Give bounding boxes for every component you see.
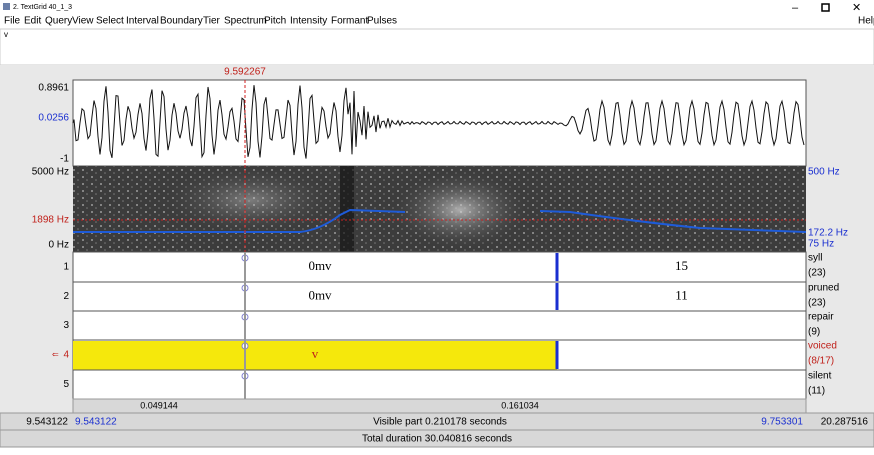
visible-end[interactable]: 9.753301 xyxy=(761,417,803,428)
menu-item[interactable]: Spectrum xyxy=(224,16,267,27)
spectrogram-cursor: 1898 Hz xyxy=(32,215,69,226)
menu-item[interactable]: Intensity xyxy=(290,16,327,27)
interval-label[interactable]: 15 xyxy=(675,258,688,273)
close-button[interactable]: ✕ xyxy=(852,2,861,14)
duration-bar xyxy=(73,399,806,413)
waveform-min: -1 xyxy=(60,154,69,165)
tier-count: (9) xyxy=(808,327,820,338)
menu-item[interactable]: Tier xyxy=(203,16,221,27)
spectrogram-energy xyxy=(160,165,340,235)
tier-name: repair xyxy=(808,312,834,323)
tier-count: (8/17) xyxy=(808,356,834,367)
tier-number: 5 xyxy=(63,379,69,390)
tier-name: pruned xyxy=(808,283,839,294)
tier-number: 1 xyxy=(63,262,69,273)
spectrogram-top: 5000 Hz xyxy=(32,167,69,178)
interval-label[interactable]: 0mv xyxy=(308,287,332,302)
menu-item[interactable]: Boundary xyxy=(160,16,203,27)
menu-item[interactable]: Select xyxy=(96,16,124,27)
menu-item[interactable]: Edit xyxy=(24,16,41,27)
menu-item[interactable]: Pulses xyxy=(367,16,397,27)
waveform-cursor-value: 0.0256 xyxy=(38,113,69,124)
tiers: 1 syll (23) 0mv 15 2 pruned (23) 0mv 11 3 repair (9)… xyxy=(52,252,839,399)
tier-arrow: ⇐ xyxy=(52,350,59,359)
pitch-value: 172.2 Hz xyxy=(808,228,848,239)
tier-count: (23) xyxy=(808,298,826,309)
tier-name: silent xyxy=(808,371,832,382)
tier[interactable] xyxy=(73,252,806,282)
window-start[interactable]: 9.543122 xyxy=(26,417,68,428)
visible-part[interactable]: Visible part 0.210178 seconds xyxy=(373,417,507,428)
left-duration[interactable]: 0.049144 xyxy=(140,400,178,410)
tier-name: voiced xyxy=(808,341,837,352)
cursor-time: 9.592267 xyxy=(224,67,266,78)
app-icon xyxy=(3,3,10,10)
pitch-top: 500 Hz xyxy=(808,167,840,178)
menu-item[interactable]: View xyxy=(72,16,94,27)
menu-item[interactable]: Pitch xyxy=(264,16,286,27)
pitch-bottom: 75 Hz xyxy=(808,239,834,250)
tier-number: 2 xyxy=(63,291,69,302)
text-field-value: v xyxy=(4,30,8,39)
waveform-max: 0.8961 xyxy=(38,83,69,94)
visible-start[interactable]: 9.543122 xyxy=(75,417,117,428)
tier[interactable] xyxy=(73,311,806,340)
menu-item[interactable]: Query xyxy=(45,16,72,27)
window-title: 2. TextGrid 40_1_3 xyxy=(13,4,72,11)
tier-number: 3 xyxy=(63,320,69,331)
praat-window: 2. TextGrid 40_1_3 – ✕ FileEdit QueryView… xyxy=(0,0,874,450)
interval-label[interactable]: v xyxy=(312,346,319,361)
spectrogram-energy xyxy=(390,170,530,250)
tier[interactable] xyxy=(73,282,806,311)
interval-label[interactable]: 0mv xyxy=(308,258,332,273)
total-duration[interactable]: Total duration 30.040816 seconds xyxy=(362,434,512,445)
interval-label[interactable]: 11 xyxy=(675,287,688,302)
right-duration[interactable]: 0.161034 xyxy=(501,400,539,410)
tier-name: syll xyxy=(808,253,822,264)
text-field[interactable] xyxy=(0,29,874,65)
spectrogram-bottom: 0 Hz xyxy=(48,240,69,251)
menu-item[interactable]: Help xyxy=(858,16,874,27)
tier-count: (23) xyxy=(808,268,826,279)
window-end[interactable]: 20.287516 xyxy=(821,417,869,428)
menu-item[interactable]: Formant xyxy=(331,16,368,27)
tier[interactable] xyxy=(73,370,806,399)
minimize-button[interactable]: – xyxy=(792,2,799,14)
menu-item[interactable]: File xyxy=(4,16,21,27)
tier-count: (11) xyxy=(808,386,825,397)
spectrogram-dark-band xyxy=(340,166,354,252)
page: 2. TextGrid 40_1_3 – ✕ FileEdit QueryView… xyxy=(0,0,874,450)
tier-number: 4 xyxy=(63,350,69,361)
menu-item[interactable]: Interval xyxy=(126,16,159,27)
